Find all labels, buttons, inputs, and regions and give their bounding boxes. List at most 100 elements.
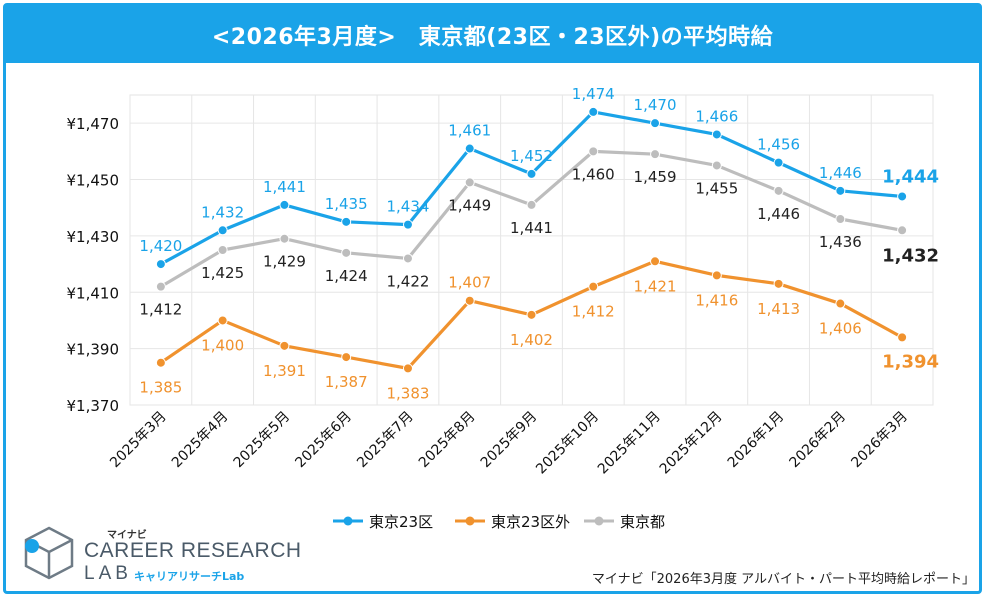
- data-label: 1,432: [201, 203, 244, 221]
- data-point: [341, 216, 352, 227]
- data-label: 1,436: [819, 233, 862, 251]
- data-point: [773, 278, 784, 289]
- data-label: 1,452: [510, 147, 553, 165]
- legend-swatch-marker: [465, 516, 475, 526]
- data-point: [464, 177, 475, 188]
- data-label: 1,406: [819, 320, 862, 338]
- data-point: [279, 199, 290, 210]
- brand-logo-block: マイナビ CAREER RESEARCH LAB キャリアリサーチLab: [22, 524, 301, 589]
- data-point: [897, 332, 908, 343]
- x-tick-label: 2025年8月: [416, 409, 479, 472]
- data-point: [155, 281, 166, 292]
- data-point: [217, 245, 228, 255]
- data-point: [650, 118, 661, 129]
- data-label: 1,412: [139, 301, 182, 319]
- data-label: 1,383: [386, 384, 429, 402]
- data-point: [217, 315, 228, 326]
- chart-frame: <2026年3月度> 東京都(23区・23区外)の平均時給: [3, 3, 982, 594]
- data-point: [650, 149, 661, 160]
- data-point: [835, 214, 846, 224]
- data-label: 1,425: [201, 264, 244, 282]
- legend-swatch-marker: [343, 516, 353, 526]
- data-point: [711, 160, 722, 171]
- y-tick-label: ¥1,430: [67, 228, 120, 246]
- data-point: [279, 340, 290, 351]
- data-label: 1,400: [201, 336, 244, 354]
- data-label: 1,413: [757, 300, 800, 318]
- data-point: [464, 143, 475, 154]
- data-point: [773, 185, 784, 196]
- x-tick-label: 2025年6月: [292, 409, 355, 472]
- legend-label: 東京23区: [369, 513, 433, 531]
- x-tick-label: 2025年11月: [595, 409, 664, 478]
- data-point: [897, 191, 908, 202]
- x-tick-label: 2026年3月: [848, 409, 911, 472]
- data-label: 1,459: [634, 168, 677, 186]
- source-note: マイナビ「2026年3月度 アルバイト・パート平均時給レポート」: [591, 572, 975, 587]
- data-label: 1,422: [386, 272, 429, 290]
- x-tick-label: 2025年9月: [478, 409, 541, 472]
- data-point: [588, 106, 599, 117]
- data-label: 1,421: [634, 277, 677, 295]
- data-point: [526, 168, 537, 179]
- data-point: [835, 298, 846, 309]
- data-label: 1,474: [572, 85, 615, 103]
- data-label: 1,446: [757, 205, 800, 223]
- data-point: [526, 199, 537, 210]
- y-tick-label: ¥1,390: [67, 341, 120, 359]
- data-label: 1,461: [448, 122, 491, 140]
- data-label: 1,407: [448, 274, 491, 292]
- data-label: 1,432: [882, 245, 939, 266]
- legend-label: 東京23区外: [491, 513, 570, 531]
- data-label: 1,449: [448, 196, 491, 214]
- x-tick-label: 2025年5月: [231, 409, 294, 472]
- brand-lab-text: LAB: [84, 563, 132, 584]
- data-label: 1,441: [263, 178, 306, 196]
- brand-mynavi-text: マイナビ: [107, 530, 147, 541]
- cube-logo-icon: [24, 526, 74, 580]
- data-label: 1,455: [695, 179, 738, 197]
- data-point: [155, 259, 166, 270]
- x-tick-label: 2026年2月: [787, 409, 850, 472]
- data-point: [402, 363, 413, 374]
- x-tick-label: 2026年1月: [725, 409, 788, 472]
- y-tick-label: ¥1,410: [67, 284, 120, 302]
- data-point: [773, 157, 784, 168]
- x-tick-label: 2025年10月: [533, 409, 602, 478]
- data-point: [464, 295, 475, 306]
- data-label: 1,402: [510, 331, 553, 349]
- data-label: 1,429: [263, 253, 306, 271]
- x-tick-label: 2025年12月: [657, 409, 726, 478]
- data-point: [217, 225, 228, 236]
- data-point: [897, 225, 908, 236]
- data-point: [341, 247, 352, 258]
- data-label: 1,394: [882, 351, 939, 372]
- data-point: [835, 185, 846, 196]
- data-label: 1,470: [634, 96, 677, 114]
- chart-title: <2026年3月度> 東京都(23区・23区外)の平均時給: [6, 6, 979, 63]
- y-tick-label: ¥1,370: [67, 397, 120, 415]
- data-label: 1,460: [572, 165, 615, 183]
- data-point: [341, 352, 352, 363]
- data-label: 1,441: [510, 219, 553, 237]
- data-label: 1,466: [695, 107, 738, 125]
- data-point: [402, 253, 413, 264]
- data-point: [588, 146, 599, 157]
- data-label: 1,387: [325, 373, 368, 391]
- data-label: 1,424: [325, 267, 368, 285]
- y-tick-label: ¥1,470: [67, 115, 120, 133]
- data-label: 1,420: [139, 237, 182, 255]
- data-point: [711, 129, 722, 140]
- x-tick-label: 2025年3月: [107, 409, 170, 472]
- data-point: [650, 256, 661, 267]
- x-tick-label: 2025年4月: [169, 409, 232, 472]
- data-point: [402, 219, 413, 230]
- data-point: [155, 357, 166, 368]
- data-label: 1,446: [819, 164, 862, 182]
- y-tick-label: ¥1,450: [67, 172, 120, 190]
- data-label: 1,444: [882, 166, 939, 187]
- data-point: [588, 281, 599, 292]
- data-label: 1,435: [325, 195, 368, 213]
- data-label: 1,385: [139, 379, 182, 397]
